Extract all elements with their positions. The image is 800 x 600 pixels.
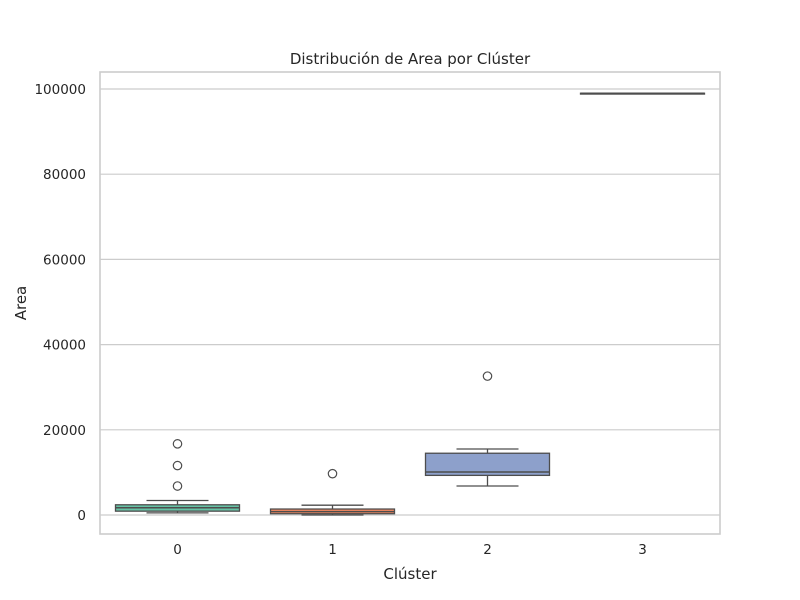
y-tick-label: 40000 bbox=[43, 338, 86, 354]
box-cluster-3 bbox=[579, 92, 706, 95]
y-tick-label: 0 bbox=[77, 508, 86, 524]
x-tick-label: 0 bbox=[173, 542, 182, 558]
box-cluster-0 bbox=[114, 439, 241, 514]
outlier-point bbox=[327, 468, 338, 479]
outlier-point bbox=[172, 481, 183, 491]
y-tick-label: 80000 bbox=[43, 167, 86, 183]
y-axis-ticks: 0 20000 40000 60000 80000 100000 bbox=[34, 82, 86, 524]
box-iqr bbox=[424, 452, 551, 477]
grid-lines bbox=[100, 88, 720, 516]
plot-area-frame bbox=[99, 71, 721, 535]
chart-title: Distribución de Area por Clúster bbox=[290, 50, 531, 68]
outlier-point bbox=[172, 460, 183, 471]
x-axis-label: Clúster bbox=[383, 565, 437, 583]
boxes bbox=[114, 92, 706, 516]
box-cluster-2 bbox=[424, 371, 551, 487]
y-axis-label: Area bbox=[12, 286, 30, 321]
x-axis-ticks: 0 1 2 3 bbox=[173, 542, 647, 558]
y-tick-label: 60000 bbox=[43, 252, 86, 268]
outlier-point bbox=[482, 371, 493, 381]
x-tick-label: 1 bbox=[328, 542, 337, 558]
box-cluster-1 bbox=[269, 468, 396, 516]
y-tick-label: 20000 bbox=[43, 423, 86, 439]
x-tick-label: 2 bbox=[483, 542, 492, 558]
outlier-point bbox=[172, 439, 183, 449]
x-tick-label: 3 bbox=[638, 542, 647, 558]
y-tick-label: 100000 bbox=[34, 82, 86, 98]
